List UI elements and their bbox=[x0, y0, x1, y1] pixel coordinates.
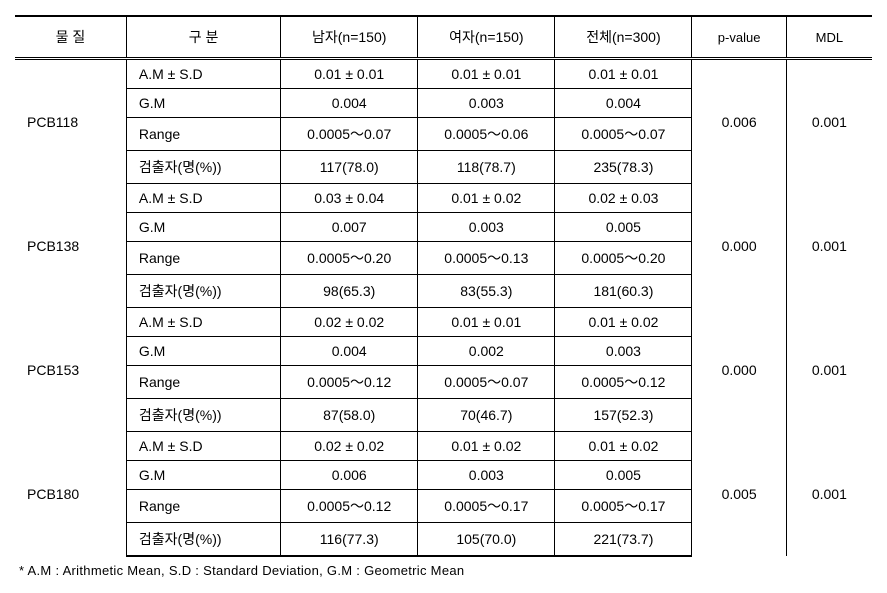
row-label-amsd: A.M ± S.D bbox=[126, 308, 280, 337]
cell-female: 0.01 ± 0.02 bbox=[418, 184, 555, 213]
row-label-detected: 검출자(명(%)) bbox=[126, 523, 280, 557]
footnote: * A.M : Arithmetic Mean, S.D : Standard … bbox=[15, 563, 872, 578]
cell-mdl: 0.001 bbox=[786, 308, 872, 432]
substance-name: PCB153 bbox=[15, 308, 126, 432]
cell-male: 0.0005～0.12 bbox=[281, 490, 418, 523]
table-row: PCB153 A.M ± S.D 0.02 ± 0.02 0.01 ± 0.01… bbox=[15, 308, 872, 337]
cell-total: 0.0005～0.07 bbox=[555, 118, 692, 151]
cell-pvalue: 0.000 bbox=[692, 184, 786, 308]
cell-female: 0.003 bbox=[418, 89, 555, 118]
cell-male: 0.0005～0.20 bbox=[281, 242, 418, 275]
cell-total: 0.003 bbox=[555, 337, 692, 366]
cell-total: 221(73.7) bbox=[555, 523, 692, 557]
cell-female: 0.01 ± 0.01 bbox=[418, 308, 555, 337]
cell-male: 116(77.3) bbox=[281, 523, 418, 557]
row-label-amsd: A.M ± S.D bbox=[126, 59, 280, 89]
cell-female: 0.01 ± 0.01 bbox=[418, 59, 555, 89]
cell-male: 98(65.3) bbox=[281, 275, 418, 308]
cell-mdl: 0.001 bbox=[786, 184, 872, 308]
cell-mdl: 0.001 bbox=[786, 432, 872, 557]
row-label-gm: G.M bbox=[126, 213, 280, 242]
header-mdl: MDL bbox=[786, 16, 872, 59]
header-substance: 물 질 bbox=[15, 16, 126, 59]
row-label-gm: G.M bbox=[126, 461, 280, 490]
cell-total: 0.01 ± 0.01 bbox=[555, 59, 692, 89]
cell-female: 0.0005～0.06 bbox=[418, 118, 555, 151]
cell-total: 157(52.3) bbox=[555, 399, 692, 432]
table-row: PCB180 A.M ± S.D 0.02 ± 0.02 0.01 ± 0.02… bbox=[15, 432, 872, 461]
cell-female: 70(46.7) bbox=[418, 399, 555, 432]
cell-male: 0.004 bbox=[281, 89, 418, 118]
row-label-range: Range bbox=[126, 366, 280, 399]
row-label-detected: 검출자(명(%)) bbox=[126, 399, 280, 432]
cell-total: 0.0005～0.20 bbox=[555, 242, 692, 275]
table-body: PCB118 A.M ± S.D 0.01 ± 0.01 0.01 ± 0.01… bbox=[15, 59, 872, 557]
cell-total: 0.004 bbox=[555, 89, 692, 118]
cell-male: 0.02 ± 0.02 bbox=[281, 432, 418, 461]
cell-female: 0.003 bbox=[418, 461, 555, 490]
cell-female: 83(55.3) bbox=[418, 275, 555, 308]
cell-female: 0.0005～0.17 bbox=[418, 490, 555, 523]
cell-total: 0.0005～0.12 bbox=[555, 366, 692, 399]
row-label-amsd: A.M ± S.D bbox=[126, 184, 280, 213]
table-row: PCB138 A.M ± S.D 0.03 ± 0.04 0.01 ± 0.02… bbox=[15, 184, 872, 213]
cell-total: 0.0005～0.17 bbox=[555, 490, 692, 523]
row-label-range: Range bbox=[126, 118, 280, 151]
table-header-row: 물 질 구 분 남자(n=150) 여자(n=150) 전체(n=300) p-… bbox=[15, 16, 872, 59]
row-label-range: Range bbox=[126, 242, 280, 275]
cell-female: 105(70.0) bbox=[418, 523, 555, 557]
cell-female: 0.0005～0.07 bbox=[418, 366, 555, 399]
row-label-gm: G.M bbox=[126, 337, 280, 366]
cell-female: 118(78.7) bbox=[418, 151, 555, 184]
cell-male: 0.004 bbox=[281, 337, 418, 366]
cell-female: 0.0005～0.13 bbox=[418, 242, 555, 275]
cell-pvalue: 0.000 bbox=[692, 308, 786, 432]
header-total: 전체(n=300) bbox=[555, 16, 692, 59]
cell-male: 0.02 ± 0.02 bbox=[281, 308, 418, 337]
substance-name: PCB138 bbox=[15, 184, 126, 308]
pcb-data-table: 물 질 구 분 남자(n=150) 여자(n=150) 전체(n=300) p-… bbox=[15, 15, 872, 557]
cell-male: 0.006 bbox=[281, 461, 418, 490]
cell-mdl: 0.001 bbox=[786, 59, 872, 184]
cell-pvalue: 0.005 bbox=[692, 432, 786, 557]
table-row: PCB118 A.M ± S.D 0.01 ± 0.01 0.01 ± 0.01… bbox=[15, 59, 872, 89]
cell-total: 0.01 ± 0.02 bbox=[555, 432, 692, 461]
cell-female: 0.002 bbox=[418, 337, 555, 366]
cell-total: 0.02 ± 0.03 bbox=[555, 184, 692, 213]
cell-female: 0.01 ± 0.02 bbox=[418, 432, 555, 461]
cell-male: 117(78.0) bbox=[281, 151, 418, 184]
cell-male: 0.007 bbox=[281, 213, 418, 242]
cell-total: 181(60.3) bbox=[555, 275, 692, 308]
cell-pvalue: 0.006 bbox=[692, 59, 786, 184]
row-label-detected: 검출자(명(%)) bbox=[126, 151, 280, 184]
substance-name: PCB180 bbox=[15, 432, 126, 557]
row-label-range: Range bbox=[126, 490, 280, 523]
row-label-amsd: A.M ± S.D bbox=[126, 432, 280, 461]
cell-female: 0.003 bbox=[418, 213, 555, 242]
header-female: 여자(n=150) bbox=[418, 16, 555, 59]
header-category: 구 분 bbox=[126, 16, 280, 59]
cell-male: 0.0005～0.07 bbox=[281, 118, 418, 151]
row-label-detected: 검출자(명(%)) bbox=[126, 275, 280, 308]
cell-total: 235(78.3) bbox=[555, 151, 692, 184]
cell-total: 0.005 bbox=[555, 213, 692, 242]
cell-total: 0.005 bbox=[555, 461, 692, 490]
cell-male: 87(58.0) bbox=[281, 399, 418, 432]
cell-male: 0.0005～0.12 bbox=[281, 366, 418, 399]
row-label-gm: G.M bbox=[126, 89, 280, 118]
cell-male: 0.03 ± 0.04 bbox=[281, 184, 418, 213]
substance-name: PCB118 bbox=[15, 59, 126, 184]
header-male: 남자(n=150) bbox=[281, 16, 418, 59]
cell-male: 0.01 ± 0.01 bbox=[281, 59, 418, 89]
header-pvalue: p-value bbox=[692, 16, 786, 59]
cell-total: 0.01 ± 0.02 bbox=[555, 308, 692, 337]
